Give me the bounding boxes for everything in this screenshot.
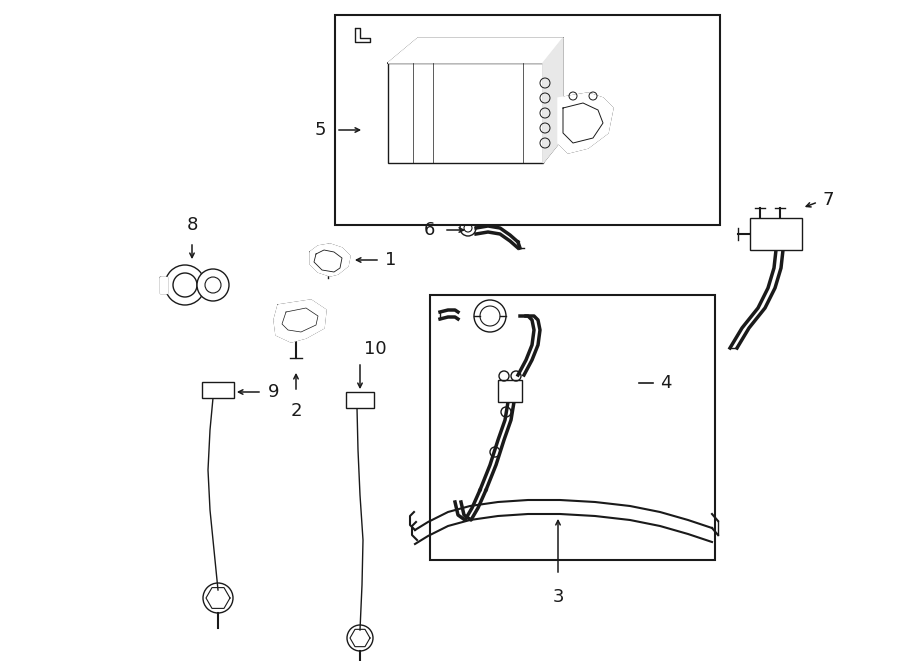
Text: 8: 8 <box>186 216 198 234</box>
Polygon shape <box>274 300 326 342</box>
Circle shape <box>553 498 567 512</box>
Circle shape <box>347 625 373 651</box>
Circle shape <box>197 269 229 301</box>
Bar <box>498 380 522 402</box>
Bar <box>430 295 715 560</box>
Polygon shape <box>310 244 350 276</box>
Polygon shape <box>160 277 167 293</box>
Polygon shape <box>558 93 613 153</box>
Text: 3: 3 <box>553 588 563 606</box>
Circle shape <box>460 220 476 236</box>
Bar <box>202 382 234 398</box>
Text: 9: 9 <box>268 383 280 401</box>
Circle shape <box>203 583 233 613</box>
Text: 6: 6 <box>424 221 435 239</box>
Polygon shape <box>543 38 563 163</box>
Text: 2: 2 <box>290 402 302 420</box>
Circle shape <box>165 265 205 305</box>
Bar <box>335 15 720 225</box>
Text: 1: 1 <box>385 251 396 269</box>
Circle shape <box>441 502 455 516</box>
Bar <box>346 392 374 408</box>
Text: 5: 5 <box>314 121 326 139</box>
Polygon shape <box>388 38 563 63</box>
Text: 4: 4 <box>660 374 671 392</box>
Bar <box>750 218 802 250</box>
Bar <box>388 63 543 163</box>
Text: 10: 10 <box>364 340 387 358</box>
Text: 7: 7 <box>822 191 833 209</box>
Circle shape <box>474 300 506 332</box>
